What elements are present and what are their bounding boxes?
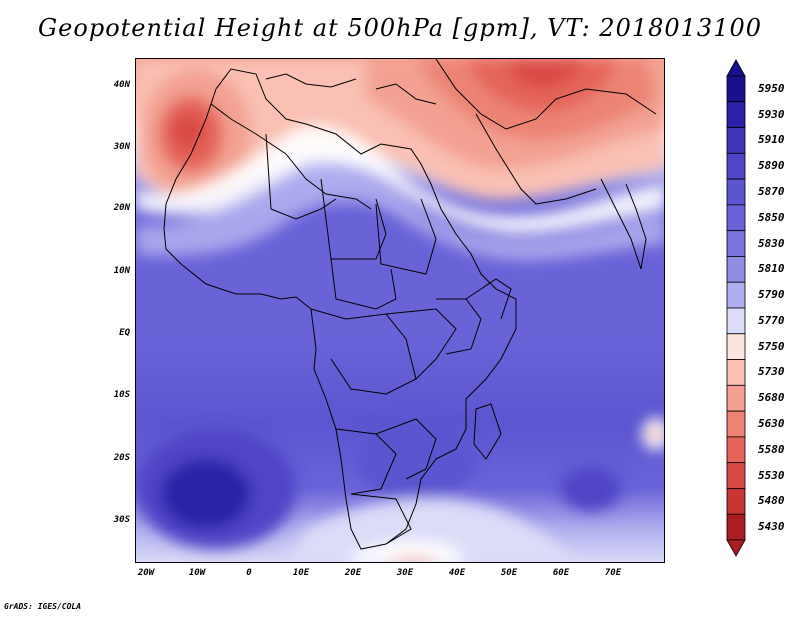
colorbar-level-label: 5870 (758, 185, 785, 198)
colorbar-segment (726, 513, 746, 541)
lat-label: 30N (113, 142, 130, 152)
chart-title: Geopotential Height at 500hPa [gpm], VT:… (38, 14, 762, 42)
colorbar-segment (726, 384, 746, 412)
colorbar-level-label: 5950 (758, 81, 785, 95)
colorbar-segment (726, 204, 746, 232)
colorbar-level-label: 5790 (758, 288, 785, 302)
colorbar-level-label: 5830 (758, 236, 785, 250)
lon-label: 70E (604, 568, 622, 578)
colorbar-level-label: 5480 (758, 494, 785, 508)
colorbar-level-label: 5810 (758, 262, 785, 276)
colorbar-level-label: 5580 (758, 442, 785, 456)
colorbar-level-label: 5430 (758, 520, 785, 534)
colorbar-level-label: 5630 (758, 417, 785, 430)
colorbar-level-label: 5930 (758, 107, 785, 121)
lon-label: 0 (246, 568, 252, 578)
lon-label: 50E (500, 568, 518, 578)
colorbar-min-arrow (726, 539, 746, 557)
colorbar-max-arrow (726, 59, 746, 77)
colorbar-segment (726, 333, 746, 360)
colorbar-level-label: 5910 (758, 133, 785, 147)
colorbar-segment (726, 410, 746, 438)
colorbar-level-label: 5730 (758, 365, 785, 379)
colorbar-segment (726, 127, 746, 154)
colorbar (726, 59, 746, 557)
colorbar-segment (726, 462, 746, 489)
lon-label: 10E (292, 568, 310, 578)
lat-label: 20N (113, 203, 130, 213)
geopotential-field (136, 59, 664, 562)
colorbar-segment (726, 230, 746, 257)
lat-label: 10N (113, 266, 130, 276)
colorbar-segment (726, 359, 746, 386)
colorbar-level-label: 5850 (758, 210, 785, 224)
colorbar-segment (726, 75, 746, 103)
lat-label: 30S (113, 515, 130, 525)
lat-label: 20S (113, 453, 130, 463)
map-panel (135, 58, 665, 563)
lon-label: 30E (396, 568, 414, 578)
colorbar-segment (726, 101, 746, 128)
colorbar-segment (726, 436, 746, 464)
lat-label: 10S (113, 390, 130, 400)
colorbar-segment (726, 281, 746, 309)
colorbar-segment (726, 178, 746, 206)
lon-label: 60E (552, 568, 570, 578)
colorbar-segment (726, 488, 746, 515)
lon-label: 40E (448, 568, 466, 578)
lat-label: EQ (119, 328, 130, 338)
colorbar-segment (726, 256, 746, 283)
lon-label: 20W (137, 568, 155, 578)
colorbar-segment (726, 307, 746, 335)
colorbar-level-label: 5750 (758, 339, 785, 353)
lon-label: 20E (344, 568, 362, 578)
colorbar-segment (726, 152, 746, 180)
colorbar-level-label: 5680 (758, 391, 785, 405)
lat-label: 40N (113, 80, 130, 90)
coastlines (163, 59, 657, 550)
credit-text: GrADS: IGES/COLA (4, 602, 82, 611)
colorbar-level-label: 5530 (758, 468, 785, 482)
lon-label: 10W (188, 568, 206, 578)
colorbar-level-label: 5890 (758, 159, 785, 173)
colorbar-level-label: 5770 (758, 313, 785, 327)
